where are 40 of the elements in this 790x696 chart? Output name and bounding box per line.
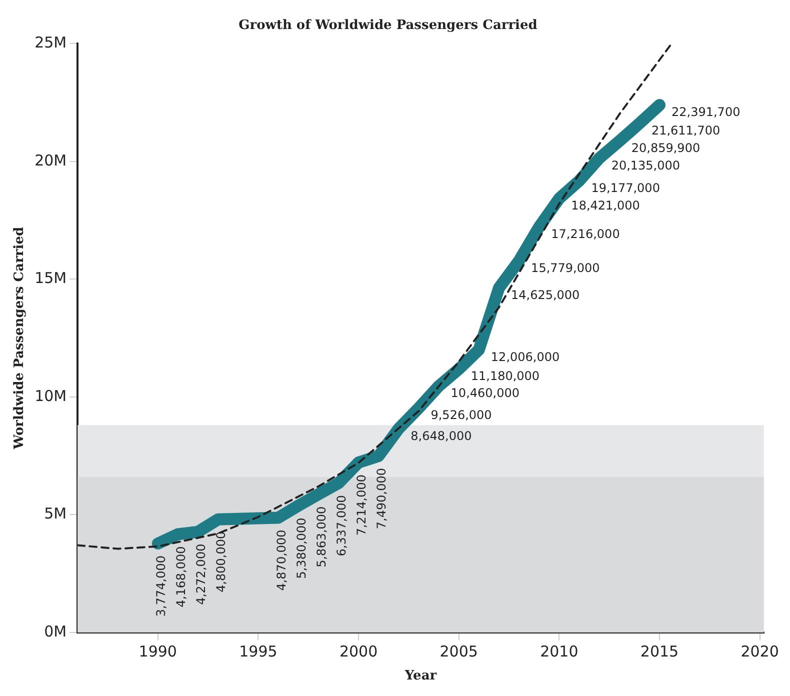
data-label: 18,421,000 xyxy=(571,198,640,213)
data-label: 7,214,000 xyxy=(354,474,369,536)
x-tick-label: 1995 xyxy=(239,642,278,660)
data-label: 4,800,000 xyxy=(214,531,228,592)
data-label: 6,337,000 xyxy=(334,495,349,556)
data-label: 22,391,700 xyxy=(672,105,740,120)
data-label: 21,611,700 xyxy=(651,124,720,138)
chart-title: Growth of Worldwide Passengers Carried xyxy=(238,18,538,34)
data-label: 20,859,900 xyxy=(631,141,700,156)
data-label: 9,526,000 xyxy=(430,408,492,422)
x-axis-title: Year xyxy=(404,668,437,684)
x-tick-label: 2015 xyxy=(640,642,679,660)
data-label: 5,380,000 xyxy=(294,518,308,579)
data-label: 12,006,000 xyxy=(490,350,560,364)
x-tick-label: 2010 xyxy=(540,642,578,660)
data-label: 7,490,000 xyxy=(374,468,389,530)
x-tick-label: 2000 xyxy=(339,642,378,660)
data-label: 10,460,000 xyxy=(450,386,520,400)
data-label: 20,135,000 xyxy=(611,158,680,172)
y-tick-label: 10M xyxy=(34,386,67,405)
data-label: 15,779,000 xyxy=(531,260,600,275)
data-label: 3,774,000 xyxy=(154,556,168,617)
y-tick-label: 20M xyxy=(34,151,67,170)
data-label: 5,863,000 xyxy=(314,506,329,568)
y-tick-label: 15M xyxy=(34,269,67,288)
data-label: 19,177,000 xyxy=(591,180,660,195)
data-label: 14,625,000 xyxy=(510,288,580,302)
data-label: 4,168,000 xyxy=(174,546,188,608)
x-tick-label: 1990 xyxy=(138,642,177,660)
y-tick-label: 5M xyxy=(44,504,67,523)
data-label: 4,870,000 xyxy=(274,530,288,591)
data-label: 4,272,000 xyxy=(194,544,208,605)
y-axis-title: Worldwide Passengers Carried xyxy=(12,226,28,450)
data-label: 11,180,000 xyxy=(470,369,540,384)
y-tick-label: 25M xyxy=(34,33,67,52)
x-tick-label: 2020 xyxy=(740,642,779,660)
data-label: 17,216,000 xyxy=(551,227,620,242)
data-label: 8,648,000 xyxy=(410,428,472,443)
x-tick-label: 2005 xyxy=(440,642,478,660)
y-tick-label: 0M xyxy=(44,622,67,640)
